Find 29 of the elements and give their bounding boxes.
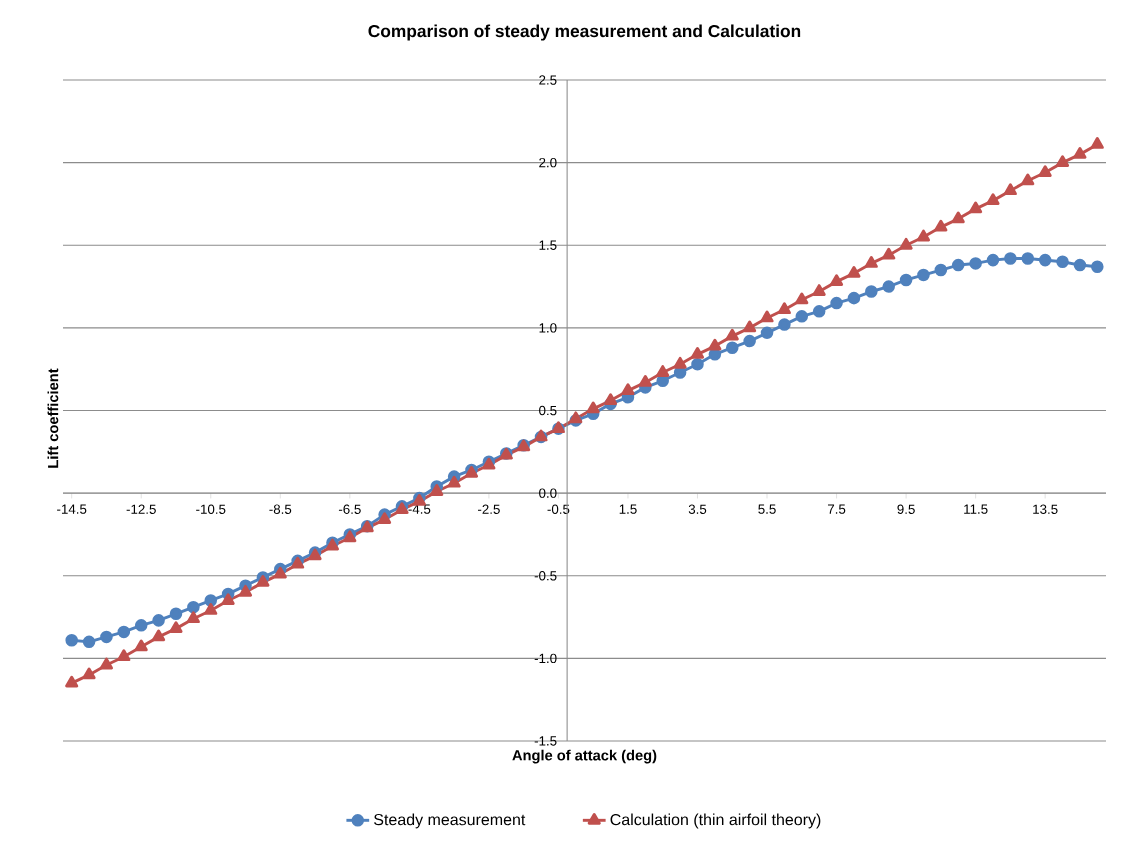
x-tick-label: -0.5 <box>547 504 570 514</box>
x-tick-label: -10.5 <box>196 504 226 514</box>
y-tick-label: 2.0 <box>539 157 557 168</box>
x-tick-label: 7.5 <box>827 504 846 514</box>
x-tick-label: -2.5 <box>477 504 500 514</box>
y-tick-label: 1.0 <box>539 323 557 333</box>
y-axis-title: Lift coefficient <box>47 368 59 468</box>
x-tick-label: 3.5 <box>688 504 707 514</box>
x-tick-label: 11.5 <box>964 504 988 514</box>
y-tick-label: 1.5 <box>539 240 557 250</box>
x-tick-label: -4.5 <box>408 504 431 514</box>
x-tick-label: 9.5 <box>897 504 915 514</box>
x-tick-label: -6.5 <box>338 504 361 514</box>
chart-title: Comparison of steady measurement and Calculation <box>368 24 801 41</box>
x-tick-label: 13.5 <box>1033 504 1058 514</box>
x-tick-label: -14.5 <box>57 504 87 514</box>
y-tick-label: -1.5 <box>534 736 557 746</box>
x-tick-label: -12.5 <box>126 504 156 514</box>
legend-label: Steady measurement <box>374 813 526 829</box>
y-tick-label: 2.5 <box>539 75 557 85</box>
x-tick-label: 1.5 <box>619 504 637 514</box>
legend-label: Calculation (thin airfoil theory) <box>610 813 821 829</box>
x-axis-title: Angle of attack (deg) <box>512 749 657 764</box>
y-tick-label: -1.0 <box>534 653 557 664</box>
y-tick-label: 0.5 <box>539 405 557 416</box>
y-tick-label: 0.0 <box>539 488 557 498</box>
x-tick-label: -8.5 <box>269 504 292 514</box>
x-tick-label: 5.5 <box>758 504 776 514</box>
y-tick-label: -0.5 <box>534 571 557 581</box>
